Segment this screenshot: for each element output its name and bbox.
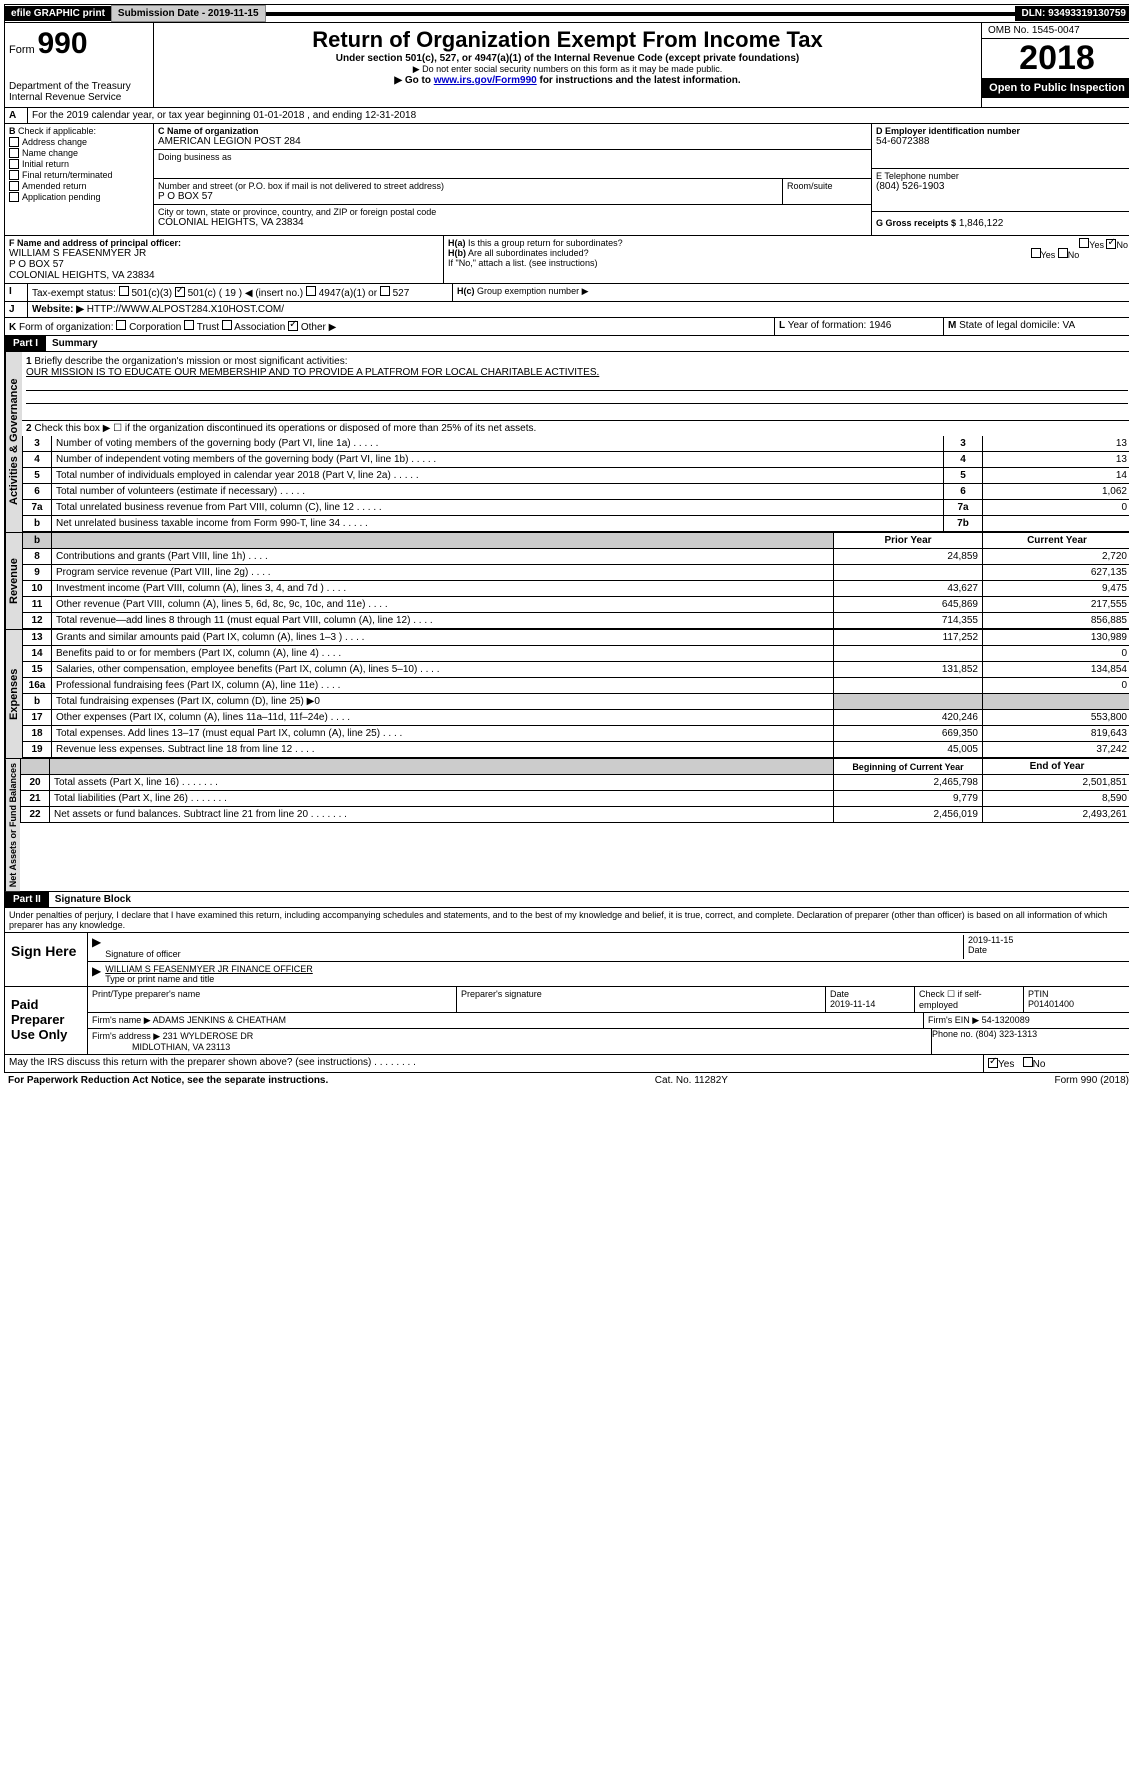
- submission-date[interactable]: Submission Date - 2019-11-15: [111, 5, 266, 22]
- sign-here-block: Sign Here ▶ Signature of officer 2019-11…: [4, 933, 1129, 987]
- paid-preparer-label: Paid Preparer Use Only: [5, 987, 88, 1054]
- hb-label: Are all subordinates included?: [468, 248, 589, 258]
- firm-name: ADAMS JENKINS & CHEATHAM: [153, 1015, 286, 1025]
- ptin: P01401400: [1028, 999, 1074, 1009]
- website-value: HTTP://WWW.ALPOST284.X10HOST.COM/: [87, 304, 284, 315]
- firm-phone: (804) 323-1313: [976, 1029, 1038, 1039]
- goto-post: for instructions and the latest informat…: [537, 75, 741, 86]
- gross-value: 1,846,122: [959, 218, 1004, 229]
- top-bar: efile GRAPHIC print Submission Date - 20…: [4, 4, 1129, 23]
- org-info-block: B Check if applicable: Address changeNam…: [4, 124, 1129, 236]
- tax-period: For the 2019 calendar year, or tax year …: [28, 108, 1129, 123]
- mission-text: OUR MISSION IS TO EDUCATE OUR MEMBERSHIP…: [26, 367, 1128, 378]
- city-label: City or town, state or province, country…: [158, 207, 867, 217]
- department: Department of the Treasury Internal Reve…: [9, 81, 149, 103]
- form-number: 990: [37, 27, 87, 60]
- firm-addr1: 231 WYLDEROSE DR: [163, 1031, 254, 1041]
- tax-year: 2018: [982, 39, 1129, 78]
- ein-label: D Employer identification number: [876, 126, 1128, 136]
- tax-exempt-row: I Tax-exempt status: 501(c)(3) 501(c) ( …: [4, 284, 1129, 302]
- state-domicile: VA: [1063, 320, 1076, 331]
- room-label: Room/suite: [782, 179, 871, 204]
- dln: DLN: 93493319130759: [1015, 6, 1129, 21]
- part2-header: Part II Signature Block: [4, 892, 1129, 908]
- form-prefix: Form: [9, 44, 35, 56]
- footer-right: Form 990 (2018): [1055, 1075, 1129, 1086]
- name-label: C Name of organization: [158, 126, 867, 136]
- footer: For Paperwork Reduction Act Notice, see …: [4, 1073, 1129, 1088]
- tax-exempt-label: Tax-exempt status:: [32, 288, 116, 299]
- spacer: [266, 12, 1016, 16]
- officer-sig-name: WILLIAM S FEASENMYER JR FINANCE OFFICER: [105, 964, 1128, 974]
- ein-value: 54-6072388: [876, 136, 1128, 147]
- mission-label: Briefly describe the organization's miss…: [34, 356, 347, 367]
- efile-label[interactable]: efile GRAPHIC print: [5, 6, 111, 21]
- period-row: A For the 2019 calendar year, or tax yea…: [4, 108, 1129, 124]
- addr-label: Number and street (or P.O. box if mail i…: [158, 181, 778, 191]
- under-section: Under section 501(c), 527, or 4947(a)(1)…: [158, 53, 977, 64]
- gross-label: G Gross receipts $: [876, 218, 956, 228]
- phone-label: E Telephone number: [876, 171, 1128, 181]
- vert-expenses: Expenses: [5, 630, 22, 758]
- irs-link[interactable]: www.irs.gov/Form990: [434, 75, 537, 86]
- hb-note: If "No," attach a list. (see instruction…: [448, 258, 1128, 268]
- officer-group-row: F Name and address of principal officer:…: [4, 236, 1129, 284]
- footer-mid: Cat. No. 11282Y: [655, 1075, 728, 1086]
- org-name: AMERICAN LEGION POST 284: [158, 136, 867, 147]
- discuss-row: May the IRS discuss this return with the…: [4, 1055, 1129, 1073]
- form-org-label: Form of organization:: [19, 322, 114, 333]
- street-address: P O BOX 57: [158, 191, 778, 202]
- vert-net: Net Assets or Fund Balances: [5, 759, 20, 891]
- firm-addr2: MIDLOTHIAN, VA 23113: [132, 1042, 230, 1052]
- form-org-row: K Form of organization: Corporation Trus…: [4, 318, 1129, 336]
- city-state-zip: COLONIAL HEIGHTS, VA 23834: [158, 217, 867, 228]
- goto-pre: ▶ Go to: [394, 75, 433, 86]
- open-public: Open to Public Inspection: [982, 78, 1129, 98]
- vert-revenue: Revenue: [5, 533, 22, 629]
- form-header: Form 990 Department of the Treasury Inte…: [4, 23, 1129, 108]
- form-title: Return of Organization Exempt From Incom…: [158, 27, 977, 53]
- ha-label: Is this a group return for subordinates?: [468, 238, 623, 248]
- phone-value: (804) 526-1903: [876, 181, 1128, 192]
- firm-ein: 54-1320089: [982, 1015, 1030, 1025]
- year-formation: 1946: [869, 320, 891, 331]
- vert-governance: Activities & Governance: [5, 352, 22, 532]
- note-ssn: ▶ Do not enter social security numbers o…: [158, 64, 977, 75]
- officer-label: F Name and address of principal officer:: [9, 238, 439, 248]
- hc-label: Group exemption number ▶: [477, 286, 588, 296]
- officer-addr1: P O BOX 57: [9, 259, 439, 270]
- footer-left: For Paperwork Reduction Act Notice, see …: [8, 1075, 328, 1086]
- paid-preparer-block: Paid Preparer Use Only Print/Type prepar…: [4, 987, 1129, 1055]
- website-row: J Website: ▶ HTTP://WWW.ALPOST284.X10HOS…: [4, 302, 1129, 318]
- website-label: Website: ▶: [32, 304, 84, 315]
- dba-label: Doing business as: [158, 152, 867, 162]
- line2: Check this box ▶ ☐ if the organization d…: [34, 423, 536, 434]
- part1-header: Part I Summary: [4, 336, 1129, 352]
- perjury-text: Under penalties of perjury, I declare th…: [4, 908, 1129, 933]
- officer-name: WILLIAM S FEASENMYER JR: [9, 248, 439, 259]
- omb-number: OMB No. 1545-0047: [982, 23, 1129, 39]
- sign-here-label: Sign Here: [5, 933, 88, 986]
- officer-addr2: COLONIAL HEIGHTS, VA 23834: [9, 270, 439, 281]
